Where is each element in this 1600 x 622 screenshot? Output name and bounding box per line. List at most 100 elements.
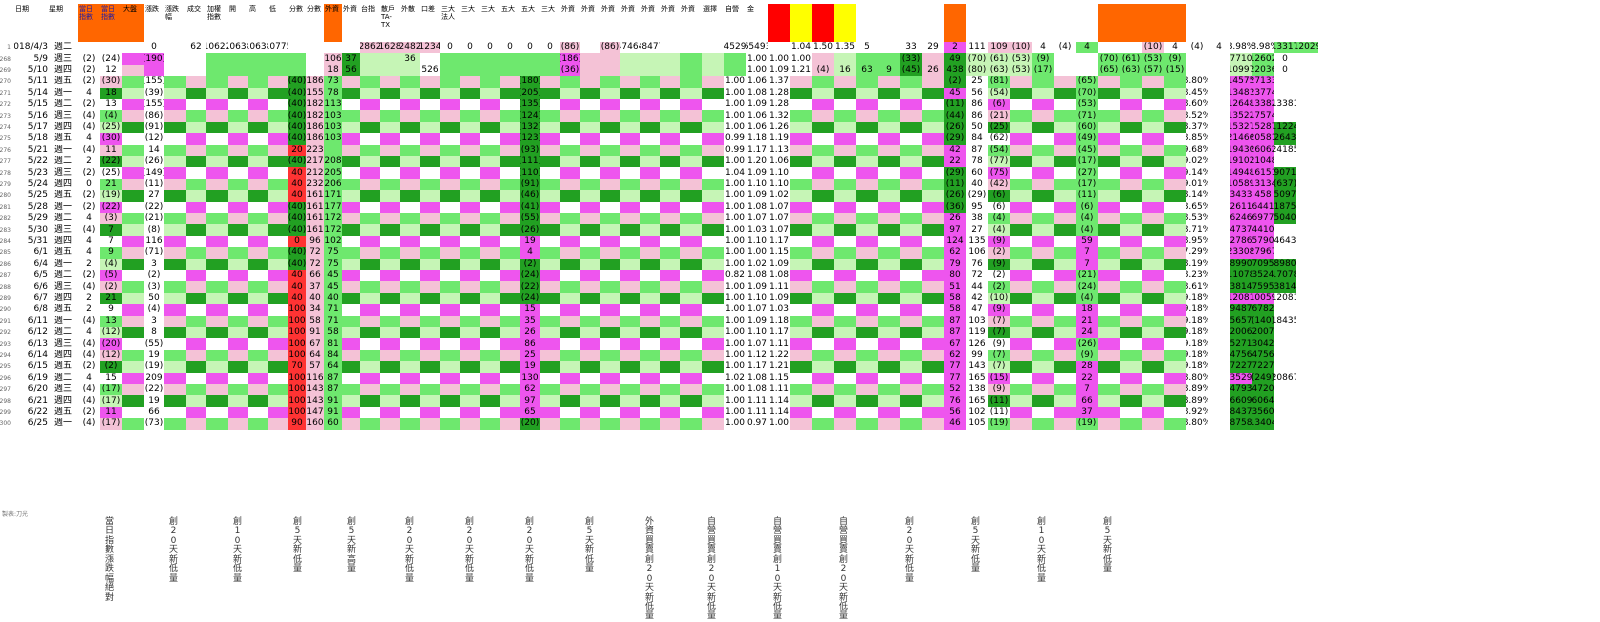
data-cell[interactable] — [420, 406, 440, 419]
data-cell[interactable]: (70) — [1076, 87, 1098, 99]
data-cell[interactable]: (180) — [520, 76, 540, 88]
header-cell[interactable]: 外資 — [680, 4, 702, 42]
data-cell[interactable] — [1032, 349, 1054, 362]
data-cell[interactable] — [922, 235, 944, 248]
data-cell[interactable] — [206, 64, 228, 77]
data-cell[interactable] — [1032, 190, 1054, 202]
data-cell[interactable]: 81 — [324, 338, 342, 350]
header-cell[interactable]: 大盤 — [122, 4, 144, 42]
data-cell[interactable]: 10775 — [268, 42, 288, 54]
data-cell[interactable]: 1.10 — [746, 327, 768, 339]
data-cell[interactable] — [268, 270, 288, 282]
data-cell[interactable] — [420, 133, 440, 145]
weekday-cell[interactable]: 週四 — [48, 292, 78, 305]
data-cell[interactable] — [228, 64, 248, 77]
data-cell[interactable] — [856, 258, 878, 270]
data-cell[interactable] — [1010, 133, 1032, 145]
data-cell[interactable] — [228, 315, 248, 327]
data-cell[interactable]: 1.00 — [724, 247, 746, 259]
data-cell[interactable] — [206, 384, 228, 396]
data-cell[interactable] — [790, 178, 812, 191]
header-cell[interactable] — [1010, 4, 1032, 42]
data-cell[interactable] — [342, 99, 360, 111]
data-cell[interactable]: 19 — [520, 361, 540, 373]
data-cell[interactable] — [342, 372, 360, 384]
data-cell[interactable]: (4) — [78, 384, 100, 396]
data-cell[interactable] — [1032, 224, 1054, 236]
data-cell[interactable] — [268, 372, 288, 384]
data-cell[interactable] — [812, 53, 834, 65]
data-cell[interactable] — [380, 349, 400, 362]
data-cell[interactable] — [122, 270, 144, 282]
data-cell[interactable]: 1.37 — [768, 76, 790, 88]
data-cell[interactable] — [1164, 327, 1186, 339]
data-cell[interactable]: (11224) — [1274, 121, 1296, 134]
data-cell[interactable] — [1098, 361, 1120, 373]
data-cell[interactable] — [1010, 99, 1032, 111]
data-cell[interactable] — [922, 213, 944, 225]
data-cell[interactable] — [440, 224, 460, 236]
data-cell[interactable] — [580, 213, 600, 225]
data-cell[interactable] — [420, 156, 440, 168]
data-cell[interactable] — [1120, 361, 1142, 373]
data-cell[interactable]: 1.00 — [724, 406, 746, 419]
data-cell[interactable] — [420, 53, 440, 65]
data-cell[interactable]: (11) — [944, 99, 966, 111]
data-cell[interactable]: 5 — [856, 42, 878, 54]
data-cell[interactable]: (80) — [966, 64, 988, 77]
data-cell[interactable]: 65 — [520, 406, 540, 419]
data-cell[interactable] — [1208, 258, 1230, 270]
data-cell[interactable] — [600, 292, 620, 305]
data-cell[interactable] — [268, 167, 288, 179]
data-cell[interactable] — [1098, 42, 1120, 54]
data-cell[interactable]: (7095) — [1252, 258, 1274, 270]
data-cell[interactable]: 60 — [324, 418, 342, 430]
data-cell[interactable]: (29) — [944, 167, 966, 179]
data-cell[interactable] — [680, 110, 702, 122]
data-cell[interactable]: 100 — [288, 315, 306, 327]
data-cell[interactable]: 119 — [966, 327, 988, 339]
data-cell[interactable] — [268, 349, 288, 362]
data-cell[interactable]: (63) — [1120, 64, 1142, 77]
header-cell[interactable]: 分數 — [288, 4, 306, 42]
data-cell[interactable] — [1164, 224, 1186, 236]
data-cell[interactable]: (249) — [1252, 372, 1274, 384]
data-cell[interactable]: 1.02 — [746, 258, 768, 270]
data-cell[interactable] — [812, 167, 834, 179]
data-cell[interactable] — [600, 110, 620, 122]
data-cell[interactable] — [342, 87, 360, 99]
data-cell[interactable] — [922, 190, 944, 202]
data-cell[interactable]: 42 — [944, 144, 966, 156]
data-cell[interactable]: 12081 — [1274, 292, 1296, 305]
data-cell[interactable] — [1032, 247, 1054, 259]
weekday-cell[interactable]: 週五 — [48, 304, 78, 316]
data-cell[interactable] — [640, 338, 660, 350]
data-cell[interactable] — [922, 110, 944, 122]
data-cell[interactable]: 1.10 — [768, 178, 790, 191]
data-cell[interactable]: (40) — [288, 213, 306, 225]
data-cell[interactable]: (9071) — [1274, 167, 1296, 179]
data-cell[interactable]: (3042) — [1252, 338, 1274, 350]
data-cell[interactable] — [480, 372, 500, 384]
data-cell[interactable] — [620, 406, 640, 419]
data-cell[interactable] — [922, 406, 944, 419]
data-cell[interactable]: 9.18% — [1186, 327, 1208, 339]
data-cell[interactable]: (6064) — [1252, 395, 1274, 407]
data-cell[interactable]: 111 — [966, 42, 988, 54]
data-cell[interactable] — [900, 304, 922, 316]
data-cell[interactable] — [856, 304, 878, 316]
data-cell[interactable] — [1098, 133, 1120, 145]
data-cell[interactable] — [122, 133, 144, 145]
data-cell[interactable] — [342, 121, 360, 134]
data-cell[interactable]: 42 — [966, 292, 988, 305]
data-cell[interactable] — [1032, 110, 1054, 122]
data-cell[interactable]: 52 — [944, 384, 966, 396]
data-cell[interactable] — [288, 53, 306, 65]
data-cell[interactable] — [440, 418, 460, 430]
data-cell[interactable]: 8.61% — [1186, 281, 1208, 293]
data-cell[interactable] — [420, 110, 440, 122]
data-cell[interactable] — [164, 395, 186, 407]
data-cell[interactable] — [342, 190, 360, 202]
data-cell[interactable] — [702, 213, 724, 225]
data-cell[interactable] — [580, 42, 600, 54]
